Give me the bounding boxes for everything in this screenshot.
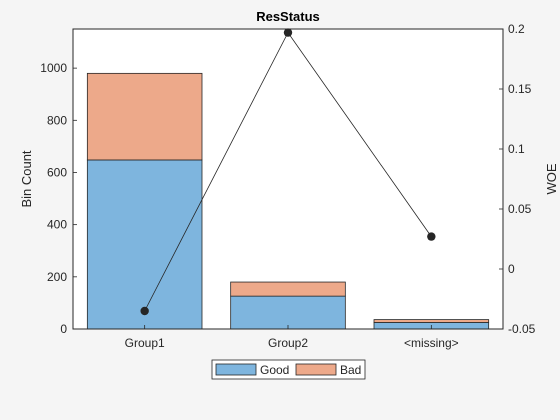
woe-point-2 (427, 232, 436, 241)
legend-swatch-good (215, 363, 257, 376)
left-axis: 0 200 400 600 800 1000 (40, 61, 77, 336)
x-axis: Group1 Group2 <missing> (125, 325, 459, 350)
x-tick-label: Group2 (268, 336, 308, 350)
legend-swatch-bad (295, 363, 337, 376)
y-axis-right-label: WOE (544, 163, 559, 194)
bar-good-1 (230, 295, 346, 330)
woe-point-0 (140, 306, 149, 316)
right-axis: -0.05 0 0.05 0.1 0.15 0.2 (499, 22, 536, 336)
left-tick-label: 400 (47, 218, 67, 232)
chart-title: ResStatus (256, 9, 320, 24)
right-tick-label: 0.2 (508, 22, 525, 36)
bar-bad-2 (373, 319, 490, 323)
right-tick-label: 0.1 (508, 142, 525, 156)
right-tick-label: 0.05 (508, 202, 532, 216)
left-tick-label: 600 (47, 165, 67, 179)
bar-bad-0 (86, 72, 203, 161)
left-tick-label: 800 (47, 113, 67, 127)
bar-bad-1 (230, 281, 346, 297)
right-tick-label: 0.15 (508, 82, 532, 96)
legend-label-good: Good (260, 363, 289, 377)
x-tick-label: <missing> (404, 336, 459, 350)
left-tick-label: 1000 (40, 61, 67, 75)
y-axis-left-label: Bin Count (19, 150, 34, 207)
woe-point-1 (283, 28, 293, 37)
woe-layer (140, 28, 436, 316)
legend: Good Bad (211, 359, 366, 380)
x-tick-label: Group1 (125, 336, 165, 350)
legend-label-bad: Bad (340, 363, 361, 377)
bars-layer (86, 72, 490, 330)
right-tick-label: 0 (508, 262, 515, 276)
bar-good-0 (86, 159, 203, 330)
left-tick-label: 0 (60, 322, 67, 336)
left-tick-label: 200 (47, 270, 67, 284)
right-tick-label: -0.05 (508, 322, 536, 336)
